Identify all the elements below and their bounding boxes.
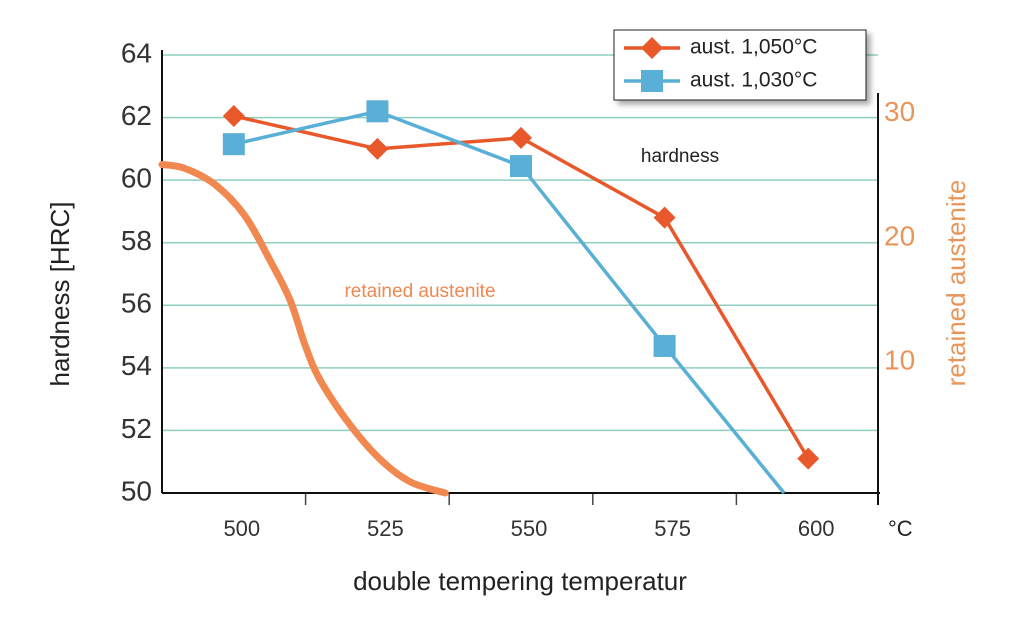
- y-axis-label: hardness [HRC]: [45, 202, 75, 387]
- x-tick-label: 550: [511, 516, 548, 541]
- marker: [222, 133, 245, 156]
- y-tick-label: 58: [121, 225, 152, 256]
- legend-label: aust. 1,030°C: [690, 69, 817, 92]
- x-tick-label: 600: [798, 516, 835, 541]
- legend-marker: [641, 70, 663, 92]
- y-tick-label: 56: [121, 288, 152, 319]
- annotation: hardness: [641, 146, 719, 167]
- marker: [653, 334, 676, 357]
- marker: [797, 447, 820, 470]
- marker: [366, 137, 389, 160]
- y2-tick-label: 20: [884, 220, 915, 251]
- y2-tick-label: 10: [884, 345, 915, 376]
- x-tick-label: 575: [654, 516, 691, 541]
- legend-marker: [641, 37, 663, 59]
- legend: aust. 1,050°C aust. 1,030°C: [613, 29, 867, 101]
- legend-label: aust. 1,050°C: [690, 36, 817, 59]
- x-axis-label: double tempering temperatur: [353, 566, 687, 596]
- y2-axis-label: retained austenite: [941, 180, 971, 387]
- x-tick-label: 500: [223, 516, 260, 541]
- y-tick-label: 54: [121, 350, 152, 381]
- annotation: retained austenite: [344, 281, 495, 302]
- line: [158, 161, 449, 497]
- line: [233, 109, 786, 495]
- y-tick-label: 60: [121, 163, 152, 194]
- y-tick-label: 62: [121, 100, 152, 131]
- marker: [510, 155, 532, 178]
- marker: [510, 126, 532, 149]
- marker: [366, 100, 389, 123]
- marker: [222, 105, 245, 128]
- x-tick-label: 525: [367, 516, 404, 541]
- y-tick-label: 64: [121, 37, 152, 68]
- x-unit: °C: [888, 516, 913, 541]
- y2-tick-label: 30: [884, 96, 915, 127]
- y-tick-label: 52: [121, 413, 152, 444]
- y-tick-label: 50: [121, 475, 152, 506]
- marker: [653, 206, 676, 229]
